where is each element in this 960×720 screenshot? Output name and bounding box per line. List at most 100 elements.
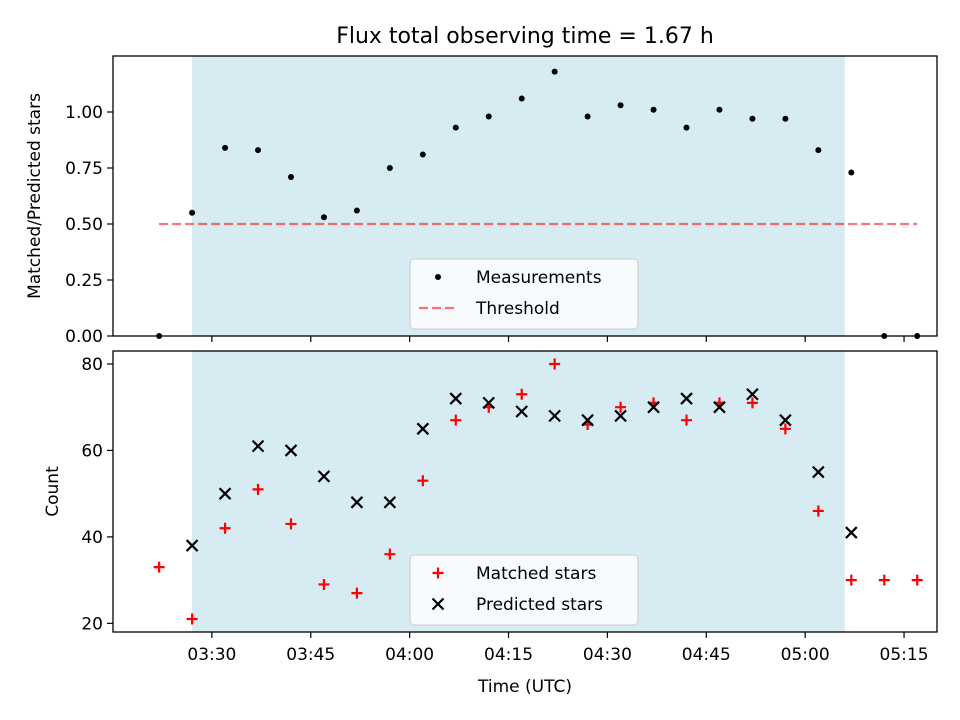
chart-title: Flux total observing time = 1.67 h xyxy=(336,24,714,49)
predicted-star-point xyxy=(845,526,858,539)
predicted-star-point xyxy=(350,496,364,509)
matched-star-point xyxy=(285,518,297,530)
x-tick-label: 04:30 xyxy=(583,645,632,665)
measurement-point xyxy=(518,95,525,102)
matched-star-point xyxy=(186,613,198,625)
measurement-point xyxy=(255,147,262,154)
y-tick-label: 1.00 xyxy=(65,103,103,123)
measurement-point xyxy=(650,106,657,113)
measurement-point xyxy=(617,102,624,109)
predicted-star-point xyxy=(713,400,726,414)
legend-label: Predicted stars xyxy=(476,595,603,615)
measurement-point xyxy=(287,173,294,180)
predicted-star-point xyxy=(812,465,825,479)
matched-star-point xyxy=(746,397,758,409)
measurement-point xyxy=(386,165,393,171)
predicted-star-point xyxy=(449,392,463,405)
measurement-point xyxy=(749,115,756,122)
measurement-point xyxy=(782,115,789,122)
matched-star-point xyxy=(812,505,824,517)
y-tick-label: 0.75 xyxy=(65,159,103,179)
y-tick-label: 0.50 xyxy=(65,215,103,235)
matched-star-point xyxy=(549,358,561,370)
legend-box xyxy=(409,554,639,626)
measurement-point xyxy=(551,68,558,75)
axes-frame xyxy=(112,55,938,337)
y-tick-label: 20 xyxy=(81,614,103,634)
matched-star-point xyxy=(681,414,693,426)
predicted-star-point xyxy=(416,422,430,436)
measurement-point xyxy=(848,169,855,176)
x-tick-label: 04:45 xyxy=(682,645,731,665)
predicted-star-point xyxy=(482,396,496,410)
matched-star-point xyxy=(417,475,429,487)
y-tick-label: 60 xyxy=(81,441,103,461)
bottom-panel: 20 40 60 80 03:30 03:45 04:00 04:15 04:30 04:45 05… xyxy=(43,350,938,697)
matched-star-point xyxy=(318,578,330,590)
predicted-star-point xyxy=(251,439,265,453)
y-tick-label: 40 xyxy=(81,528,103,548)
matched-star-point xyxy=(845,574,857,586)
matched-star-point xyxy=(516,388,528,400)
x-tick-label: 04:00 xyxy=(385,645,434,665)
predicted-star-point xyxy=(185,539,199,552)
series-matched-stars xyxy=(153,358,923,625)
x-tick-label: 05:15 xyxy=(880,645,929,665)
top-panel: 0.00 0.25 0.50 0.75 1.00 Matched/Predicted st… xyxy=(25,55,938,347)
matched-star-point xyxy=(351,587,363,599)
measurement-point xyxy=(189,209,196,216)
matched-star-point xyxy=(779,423,791,435)
y-axis-label: Count xyxy=(43,466,63,517)
y-axis-label: Matched/Predicted stars xyxy=(25,93,45,299)
predicted-star-point xyxy=(680,392,693,405)
measurement-point xyxy=(683,124,690,131)
x-tick-label: 05:00 xyxy=(781,645,830,665)
matched-star-point xyxy=(450,414,462,426)
predicted-star-point xyxy=(515,405,528,418)
legend-marker-matched xyxy=(432,567,444,579)
predicted-star-point xyxy=(383,496,397,509)
matched-star-point xyxy=(911,574,923,586)
matched-star-point xyxy=(384,548,396,560)
x-tick-label: 03:30 xyxy=(187,645,236,665)
predicted-star-point xyxy=(317,470,331,483)
measurement-point xyxy=(353,207,360,214)
legend-box xyxy=(409,258,639,330)
matched-star-point xyxy=(219,522,231,534)
measurement-point xyxy=(716,106,723,113)
predicted-star-point xyxy=(284,444,298,457)
measurement-point xyxy=(452,124,459,131)
x-tick-label: 04:15 xyxy=(484,645,533,665)
legend: Matched stars Predicted stars xyxy=(409,554,639,626)
legend-marker-predicted xyxy=(431,597,445,611)
matched-star-point xyxy=(878,574,890,586)
matched-star-point xyxy=(252,483,264,495)
y-tick-label: 0.00 xyxy=(65,327,103,347)
measurement-point xyxy=(485,113,492,120)
legend-label: Matched stars xyxy=(476,564,596,584)
x-tick-label: 03:45 xyxy=(286,645,335,665)
legend-marker-measurements xyxy=(435,274,441,280)
measurement-point xyxy=(320,214,327,221)
predicted-star-point xyxy=(647,400,660,414)
matched-star-point xyxy=(615,401,627,413)
series-measurements xyxy=(156,68,921,339)
matched-star-point xyxy=(153,561,165,573)
x-axis-label: Time (UTC) xyxy=(477,677,572,697)
measurement-point xyxy=(584,113,591,120)
legend-label: Measurements xyxy=(476,268,602,288)
predicted-star-point xyxy=(581,413,594,427)
axes-frame xyxy=(112,350,938,633)
predicted-star-point xyxy=(746,387,759,401)
measurement-point xyxy=(419,151,426,158)
measurement-point xyxy=(815,147,822,154)
predicted-star-point xyxy=(614,409,627,423)
measurement-point xyxy=(222,144,229,151)
predicted-star-point xyxy=(779,413,792,427)
y-tick-label: 0.25 xyxy=(65,271,103,291)
legend-label: Threshold xyxy=(475,299,560,319)
series-predicted-stars xyxy=(185,387,858,552)
predicted-star-point xyxy=(218,487,232,500)
y-tick-label: 80 xyxy=(81,355,103,375)
